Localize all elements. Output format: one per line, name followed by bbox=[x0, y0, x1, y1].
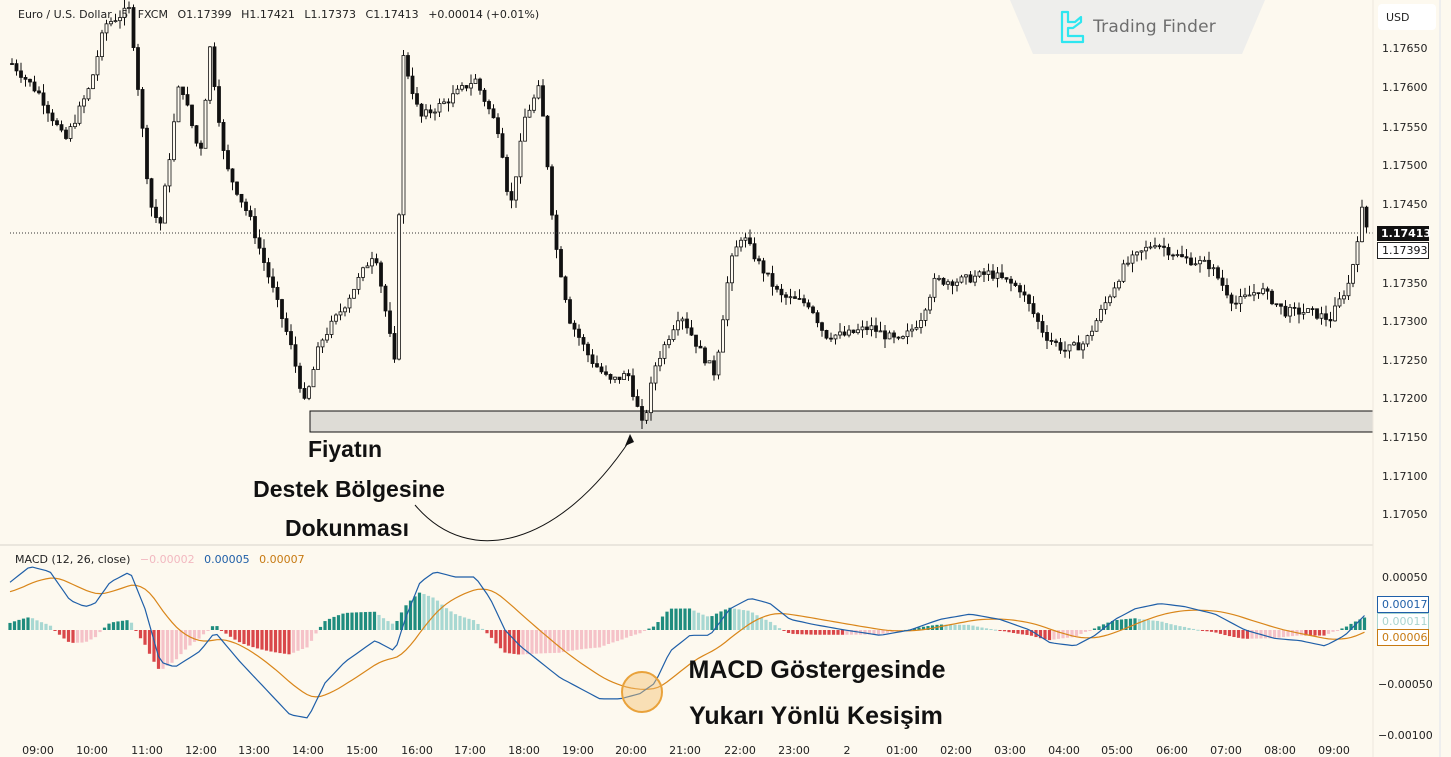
hist-tag: 0.00011 bbox=[1377, 613, 1429, 630]
time-tick: 21:00 bbox=[669, 744, 701, 757]
price-tick: 1.17300 bbox=[1382, 315, 1428, 328]
price-tick: 1.17450 bbox=[1382, 198, 1428, 211]
time-tick: 09:00 bbox=[22, 744, 54, 757]
time-tick: 11:00 bbox=[131, 744, 163, 757]
macd-signal-value: 0.00007 bbox=[259, 553, 305, 566]
time-tick: 02:00 bbox=[940, 744, 972, 757]
support-annotation-line3: Dokunması bbox=[285, 515, 409, 541]
support-zone bbox=[309, 410, 1374, 433]
macd-legend: MACD (12, 26, close) −0.00002 0.00005 0.… bbox=[15, 553, 311, 566]
prev-close-tag: 1.17393 bbox=[1377, 242, 1429, 259]
price-tick: 1.17250 bbox=[1382, 354, 1428, 367]
time-tick: 23:00 bbox=[778, 744, 810, 757]
macd-tick-3: −0.00100 bbox=[1378, 729, 1433, 742]
candlestick-series bbox=[10, 0, 1369, 429]
macd-annotation-line2: Yukarı Yönlü Kesişim bbox=[689, 702, 943, 730]
logo-text: Trading Finder bbox=[1093, 17, 1216, 37]
time-tick: 09:00 bbox=[1318, 744, 1350, 757]
exchange: FXCM bbox=[137, 8, 168, 21]
macd-signal-line bbox=[9, 577, 1365, 698]
time-tick: 07:00 bbox=[1210, 744, 1242, 757]
price-tick: 1.17200 bbox=[1382, 392, 1428, 405]
macd-tick-2: −0.00050 bbox=[1378, 678, 1433, 691]
time-tick: 01:00 bbox=[886, 744, 918, 757]
high-value: H1.17421 bbox=[241, 8, 295, 21]
price-tick: 1.17100 bbox=[1382, 470, 1428, 483]
macd-value: 0.00005 bbox=[204, 553, 250, 566]
change-value: +0.00014 (+0.01%) bbox=[428, 8, 540, 21]
price-tick: 1.17600 bbox=[1382, 81, 1428, 94]
low-value: L1.17373 bbox=[304, 8, 357, 21]
time-tick: 19:00 bbox=[562, 744, 594, 757]
interval: 5 bbox=[121, 8, 129, 21]
price-tick: 1.17350 bbox=[1382, 277, 1428, 290]
time-tick: 14:00 bbox=[292, 744, 324, 757]
close-value: C1.17413 bbox=[365, 8, 419, 21]
symbol-name[interactable]: Euro / U.S. Dollar bbox=[18, 8, 112, 21]
annotation-arrow bbox=[414, 439, 631, 542]
time-tick: 15:00 bbox=[346, 744, 378, 757]
currency-button[interactable]: USD bbox=[1378, 4, 1436, 30]
time-tick: 20:00 bbox=[615, 744, 647, 757]
time-tick: 08:00 bbox=[1264, 744, 1296, 757]
arrow-head-icon bbox=[625, 434, 634, 446]
crossover-highlight bbox=[621, 671, 663, 713]
time-tick: 06:00 bbox=[1156, 744, 1188, 757]
macd-annotation-line1: MACD Göstergesinde bbox=[688, 656, 946, 684]
symbol-legend: Euro / U.S. Dollar 5 FXCM O1.17399 H1.17… bbox=[18, 8, 545, 21]
time-tick: 17:00 bbox=[454, 744, 486, 757]
macd-tag: 0.00017 bbox=[1377, 596, 1429, 613]
trading-finder-logo-icon bbox=[1060, 10, 1085, 44]
time-tick: 03:00 bbox=[994, 744, 1026, 757]
support-annotation-line2: Destek Bölgesine bbox=[253, 476, 445, 502]
time-tick: 12:00 bbox=[185, 744, 217, 757]
price-tick: 1.17150 bbox=[1382, 431, 1428, 444]
time-tick: 18:00 bbox=[508, 744, 540, 757]
time-tick: 04:00 bbox=[1048, 744, 1080, 757]
time-tick: 13:00 bbox=[238, 744, 270, 757]
signal-tag: 0.00006 bbox=[1377, 629, 1429, 646]
macd-histogram bbox=[8, 592, 1367, 669]
trading-finder-logo: Trading Finder bbox=[1010, 0, 1265, 54]
time-tick: 05:00 bbox=[1101, 744, 1133, 757]
open-value: O1.17399 bbox=[177, 8, 232, 21]
macd-title[interactable]: MACD (12, 26, close) bbox=[15, 553, 131, 566]
time-tick: 22:00 bbox=[724, 744, 756, 757]
price-tick: 1.17050 bbox=[1382, 508, 1428, 521]
macd-hist-value: −0.00002 bbox=[139, 553, 195, 566]
macd-tick-1: 0.00050 bbox=[1382, 571, 1428, 584]
time-tick: 2 bbox=[843, 744, 851, 757]
last-price-tag: 1.17413 bbox=[1377, 226, 1431, 241]
price-tick: 1.17500 bbox=[1382, 159, 1428, 172]
time-tick: 16:00 bbox=[401, 744, 433, 757]
price-tick: 1.17650 bbox=[1382, 42, 1428, 55]
macd-line bbox=[9, 566, 1365, 719]
price-tick: 1.17550 bbox=[1382, 121, 1428, 134]
time-tick: 10:00 bbox=[76, 744, 108, 757]
support-annotation-line1: Fiyatın bbox=[307, 436, 383, 462]
